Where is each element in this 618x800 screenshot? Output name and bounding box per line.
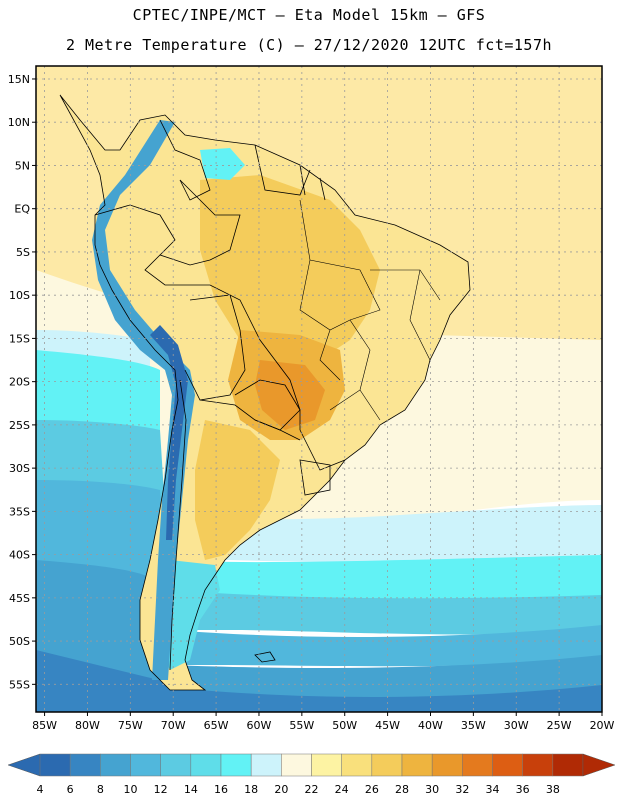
country-borders — [59, 94, 471, 691]
lat-label: 55S — [9, 678, 30, 691]
border-brazil-west — [144, 179, 301, 430]
border-uruguay — [299, 459, 331, 496]
amazon-warm-zone — [200, 175, 380, 360]
lat-label: 30S — [9, 462, 30, 475]
ocean-dark-band — [36, 650, 602, 712]
border-colombia-venezuela — [159, 119, 211, 201]
colorbar-low-arrow — [7, 753, 41, 777]
colorbar-tick-label: 14 — [184, 783, 198, 796]
lat-label: 40S — [9, 549, 30, 562]
lon-label: 55W — [289, 719, 314, 732]
lon-label: 85W — [32, 719, 57, 732]
lat-label: 5S — [16, 246, 30, 259]
lon-label: 80W — [75, 719, 100, 732]
colorbar-swatch — [281, 753, 312, 777]
lon-label: 60W — [247, 719, 272, 732]
lon-label: 25W — [547, 719, 572, 732]
lon-label: 20W — [590, 719, 615, 732]
colorbar-swatch — [401, 753, 433, 777]
colorbar-tick-label: 26 — [365, 783, 379, 796]
colorbar-tick-label: 10 — [124, 783, 138, 796]
lat-label: 45S — [9, 592, 30, 605]
map-title-line1: CPTEC/INPE/MCT – Eta Model 15km – GFS — [132, 6, 486, 24]
lon-label: 50W — [332, 719, 357, 732]
lat-label: 20S — [9, 376, 30, 389]
latitude-labels: 15N 10N 5N EQ 5S 10S 15S 20S 25S 30S 35S 40S 45S 50S 5… — [8, 73, 36, 691]
lat-label: 15S — [9, 332, 30, 345]
lat-label: 15N — [8, 73, 30, 86]
colorbar-tick-label: 20 — [274, 783, 288, 796]
colorbar-tick-label: 8 — [97, 783, 104, 796]
lon-label: 75W — [118, 719, 143, 732]
lat-label: 5N — [15, 159, 30, 172]
colorbar-tick-label: 18 — [244, 783, 258, 796]
colorbar-tick-label: 38 — [546, 783, 560, 796]
map-title-line2: 2 Metre Temperature (C) – 27/12/2020 12U… — [65, 36, 553, 54]
border-peru-ecuador — [94, 204, 176, 256]
coastline — [59, 94, 471, 691]
colorbar-swatch — [462, 753, 493, 777]
colorbar-tick-label: 22 — [305, 783, 319, 796]
lon-label: 65W — [204, 719, 229, 732]
colorbar-swatch — [311, 753, 342, 777]
lon-label: 70W — [161, 719, 186, 732]
lat-label: 10S — [9, 289, 30, 302]
hottest-core-zone — [255, 360, 325, 430]
brazil-states — [299, 199, 441, 421]
colorbar-tick-label: 16 — [214, 783, 228, 796]
argentina-warm-zone — [195, 420, 280, 560]
colorbar-swatch — [39, 753, 71, 777]
colorbar-tick-label: 28 — [395, 783, 409, 796]
border-guianas — [254, 144, 326, 201]
map-field — [36, 66, 602, 712]
map-frame — [35, 65, 603, 713]
lon-label: 35W — [461, 719, 486, 732]
border-brazil-south — [299, 429, 346, 471]
colorbar-tick-label: 4 — [37, 783, 44, 796]
guiana-highlands-cool — [200, 148, 245, 180]
lon-label: 40W — [418, 719, 443, 732]
colorbar-tick-label: 24 — [335, 783, 349, 796]
colorbar-swatch — [69, 753, 101, 777]
colorbar-tick-label: 32 — [455, 783, 469, 796]
colorbar-high-arrow — [582, 753, 616, 777]
colorbar-swatch — [341, 753, 373, 777]
colorbar-tick-label: 36 — [516, 783, 530, 796]
colorbar-swatch — [130, 753, 161, 777]
colorbar-tick-label: 34 — [486, 783, 500, 796]
colorbar-swatch — [160, 753, 192, 777]
colorbar-tick-label: 6 — [67, 783, 74, 796]
colorbar-swatch — [190, 753, 222, 777]
andes-highest-peaks — [150, 325, 188, 540]
falkland-islands — [254, 651, 276, 663]
border-argentina-north — [199, 399, 301, 441]
lon-label: 45W — [375, 719, 400, 732]
colorbar-swatch — [220, 753, 252, 777]
colorbar-swatch — [552, 753, 584, 777]
colorbar-swatch — [100, 753, 131, 777]
colorbar-swatch — [250, 753, 282, 777]
lat-label: 35S — [9, 505, 30, 518]
colorbar-swatch — [371, 753, 403, 777]
colorbar-swatch — [431, 753, 463, 777]
lon-label: 30W — [504, 719, 529, 732]
colorbar-swatch — [522, 753, 554, 777]
lat-label: EQ — [14, 203, 30, 216]
colorbar: 4 6 8 10 12 14 16 18 20 22 24 26 28 30 32 34 36 38 — [7, 753, 616, 796]
lat-label: 50S — [9, 635, 30, 648]
lat-label: 10N — [8, 116, 30, 129]
longitude-labels: 85W 80W 75W 70W 65W 60W 55W 50W 45W 40W 35W 30W 25W 2… — [32, 712, 615, 732]
graticule — [36, 66, 603, 712]
colorbar-tick-label: 30 — [425, 783, 439, 796]
colorbar-tick-label: 12 — [154, 783, 168, 796]
lat-label: 25S — [9, 419, 30, 432]
border-argentina-chile — [169, 379, 187, 671]
colorbar-swatch — [492, 753, 523, 777]
